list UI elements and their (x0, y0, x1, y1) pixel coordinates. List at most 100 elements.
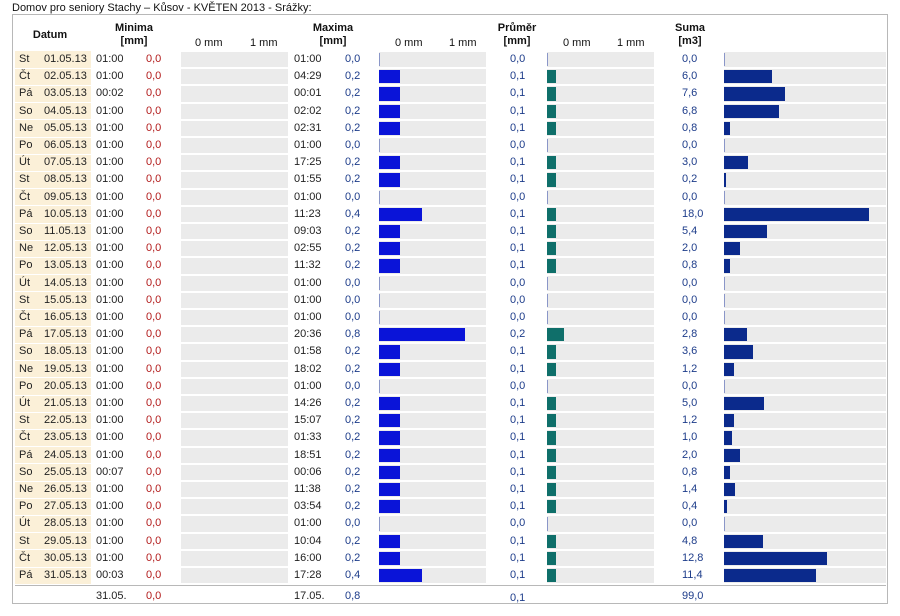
max-time-cell: 01:00 (294, 139, 322, 151)
date-cell: 14.05.13 (44, 276, 87, 289)
avg-value-cell: 0,1 (510, 569, 526, 581)
min-time-cell: 01:00 (96, 293, 124, 306)
sum-value-cell: 0,0 (682, 311, 698, 323)
min-time-cell: 01:00 (96, 259, 124, 272)
avg-bar-track (547, 396, 654, 412)
date-cell: 16.05.13 (44, 311, 87, 323)
min-time-cell: 01:00 (96, 139, 124, 151)
avg-value-cell: 0,1 (510, 259, 526, 272)
avg-value-cell: 0,0 (510, 293, 526, 306)
max-bar-track (379, 413, 486, 429)
day-cell: Po (19, 379, 33, 392)
sum-value-cell: 2,8 (682, 328, 698, 341)
max-value-cell: 0,2 (345, 362, 361, 375)
avg-bar (547, 139, 548, 153)
sum-bar-track (724, 499, 886, 515)
max-bar (379, 534, 401, 548)
min-value-cell: 0,0 (146, 483, 162, 495)
min-bar-track (181, 430, 288, 446)
day-cell: Pá (19, 448, 33, 461)
min-bar-track (181, 396, 288, 412)
day-cell: Čt (19, 431, 30, 444)
max-value-cell: 0,2 (345, 225, 361, 237)
sum-value-cell: 5,4 (682, 225, 698, 237)
avg-bar (547, 569, 556, 583)
max-value-cell: 0,2 (345, 87, 361, 100)
avg-bar-track (547, 516, 654, 532)
avg-value-cell: 0,1 (510, 431, 526, 444)
min-time-cell: 00:02 (96, 87, 124, 100)
avg-bar-track (547, 258, 654, 274)
sum-bar (724, 139, 725, 153)
sum-value-cell: 18,0 (682, 207, 704, 220)
min-value-cell: 0,0 (146, 534, 162, 547)
sum-value-cell: 12,8 (682, 551, 704, 564)
date-cell: 13.05.13 (44, 259, 87, 272)
avg-value-cell: 0,1 (510, 397, 526, 409)
max-time-cell: 10:04 (294, 534, 322, 547)
avg-bar (547, 397, 556, 411)
max-time-cell: 17:25 (294, 156, 322, 169)
row-separator (15, 514, 886, 516)
sum-bar (724, 362, 734, 376)
sum-value-cell: 11,4 (682, 569, 703, 581)
sum-bar-track (724, 361, 886, 377)
max-value-cell: 0,2 (345, 156, 361, 169)
min-time-cell: 01:00 (96, 225, 124, 237)
avg-bar (547, 534, 556, 548)
max-bar-track (379, 138, 486, 154)
sum-bar-track (724, 172, 886, 188)
date-cell: 30.05.13 (44, 551, 87, 564)
max-time-cell: 18:51 (294, 448, 322, 461)
date-cell: 08.05.13 (44, 173, 87, 186)
row-separator (15, 222, 886, 224)
min-time-cell: 01:00 (96, 448, 124, 461)
min-time-cell: 01:00 (96, 104, 124, 117)
avg-bar-track (547, 189, 654, 205)
sum-bar (724, 104, 779, 118)
min-bar-track (181, 378, 288, 394)
avg-value-cell: 0,1 (510, 534, 526, 547)
sum-value-cell: 3,0 (682, 156, 698, 169)
max-time-cell: 01:00 (294, 190, 322, 203)
max-bar (379, 70, 401, 84)
date-cell: 20.05.13 (44, 379, 87, 392)
date-cell: 12.05.13 (44, 242, 87, 255)
max-bar (379, 431, 401, 445)
min-time-cell: 01:00 (96, 242, 124, 255)
sum-value-cell: 4,8 (682, 534, 698, 547)
max-bar-track (379, 310, 486, 326)
avg-bar (547, 328, 564, 342)
max-time-cell: 14:26 (294, 397, 322, 409)
max-value-cell: 0,2 (345, 431, 361, 444)
max-bar (379, 379, 380, 393)
sum-bar-track (724, 120, 886, 136)
avg-bar (547, 242, 556, 256)
sum-value-cell: 0,0 (682, 53, 698, 65)
max-time-cell: 01:33 (294, 431, 322, 444)
min-bar-track (181, 103, 288, 119)
day-cell: So (19, 225, 33, 237)
avg-bar (547, 311, 548, 325)
header-maxima: Maxima [mm] (303, 22, 363, 48)
sum-bar (724, 483, 736, 497)
header-datum: Datum (32, 29, 68, 41)
avg-bar (547, 517, 548, 531)
avg-bar (547, 121, 556, 135)
avg-value-cell: 0,1 (510, 345, 526, 358)
sum-bar-track (724, 292, 886, 308)
sum-bar (724, 70, 773, 84)
max-bar-track (379, 516, 486, 532)
avg-value-cell: 0,1 (510, 207, 526, 220)
min-time-cell: 01:00 (96, 173, 124, 186)
row-separator (15, 274, 886, 276)
sum-bar (724, 328, 747, 342)
row-separator (15, 532, 886, 534)
header-suma-label: Suma (675, 22, 705, 34)
footer-avg-value: 0,1 (510, 592, 526, 605)
date-cell: 01.05.13 (44, 53, 87, 65)
min-bar-track (181, 206, 288, 222)
footer-divider (15, 585, 886, 587)
avg-bar (547, 207, 556, 221)
max-time-cell: 11:32 (294, 259, 321, 272)
